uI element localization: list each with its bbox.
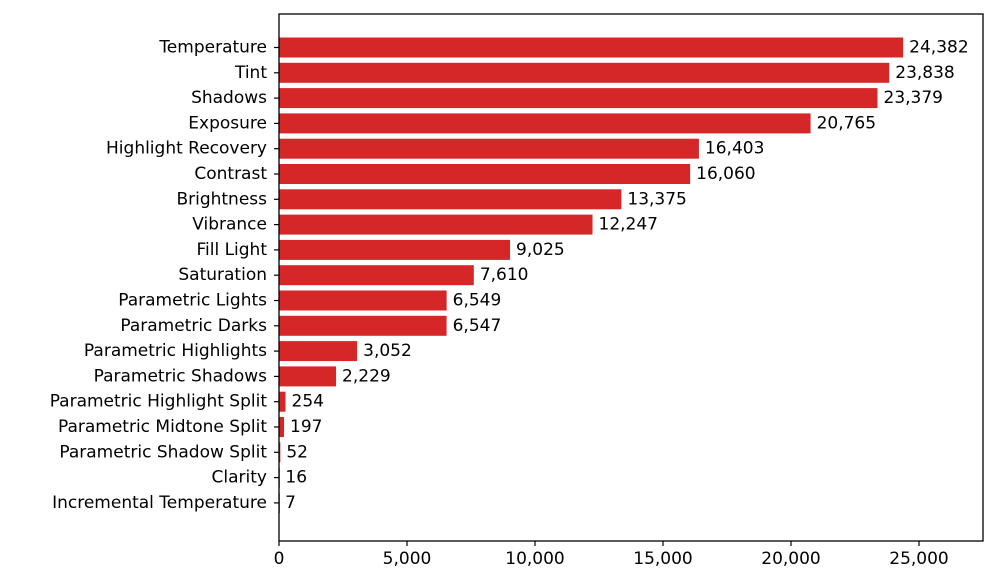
y-tick-label: Parametric Highlights [84,341,267,361]
y-tick-label: Clarity [212,468,267,488]
data-label: 52 [286,442,308,462]
data-label: 197 [290,417,322,437]
y-tick-label: Saturation [178,265,267,285]
data-label: 2,229 [342,366,391,386]
x-tick-label: 15,000 [633,549,692,569]
x-tick-label: 25,000 [889,549,948,569]
y-tick-label: Parametric Darks [120,316,267,336]
data-label: 16,060 [696,164,755,184]
bar [279,417,285,437]
data-label: 6,549 [453,291,502,311]
data-label: 23,379 [884,88,943,108]
x-axis: 0 5,000 10,000 15,000 20,000 25,000 [274,541,949,569]
bar [279,62,890,83]
bar [279,315,447,336]
x-tick-label: 20,000 [761,549,820,569]
bar [279,189,622,210]
data-label: 20,765 [817,113,876,133]
y-tick-label: Parametric Highlight Split [50,392,268,412]
y-axis: Temperature Tint Shadows Exposure Highlight … [50,38,279,513]
bar [279,391,286,412]
y-tick-label: Temperature [158,38,267,58]
bar [279,113,811,134]
plot-frame [278,13,984,542]
bar [279,366,337,387]
data-label: 254 [292,392,324,412]
y-tick-label: Brightness [176,189,267,209]
data-label: 7,610 [480,265,529,285]
data-label: 13,375 [627,189,686,209]
y-tick-label: Tint [234,63,267,83]
y-tick-label: Exposure [188,113,267,133]
data-labels-layer: 24,382 23,838 23,379 20,765 16,403 16,060 13,3… [285,38,968,513]
bar [279,138,699,159]
bars-layer [279,37,904,513]
data-label: 6,547 [453,316,502,336]
bar [279,88,878,109]
y-tick-label: Fill Light [196,240,267,260]
y-tick-label: Contrast [194,164,267,184]
bar [279,290,447,311]
data-label: 3,052 [363,341,412,361]
bar [279,164,691,184]
y-tick-label: Parametric Lights [118,291,267,311]
y-tick-label: Shadows [191,88,267,108]
y-tick-label: Parametric Shadows [94,366,268,386]
data-label: 24,382 [909,38,968,58]
bar [279,265,474,286]
y-tick-label: Parametric Midtone Split [58,417,267,437]
x-tick-label: 10,000 [505,549,564,569]
data-label: 16 [285,468,307,488]
data-label: 23,838 [895,63,954,83]
data-label: 16,403 [705,139,764,159]
y-tick-label: Parametric Shadow Split [59,442,267,462]
bar [279,341,358,362]
bar [279,442,281,463]
data-label: 12,247 [599,215,658,235]
bar [279,214,593,235]
y-tick-label: Incremental Temperature [52,493,267,513]
x-tick-label: 5,000 [383,549,432,569]
y-tick-label: Highlight Recovery [106,139,267,159]
bar [279,37,904,58]
data-label: 9,025 [516,240,565,260]
data-label: 7 [285,493,296,513]
y-tick-label: Vibrance [192,215,267,235]
x-tick-label: 0 [274,549,285,569]
bar [279,239,511,260]
